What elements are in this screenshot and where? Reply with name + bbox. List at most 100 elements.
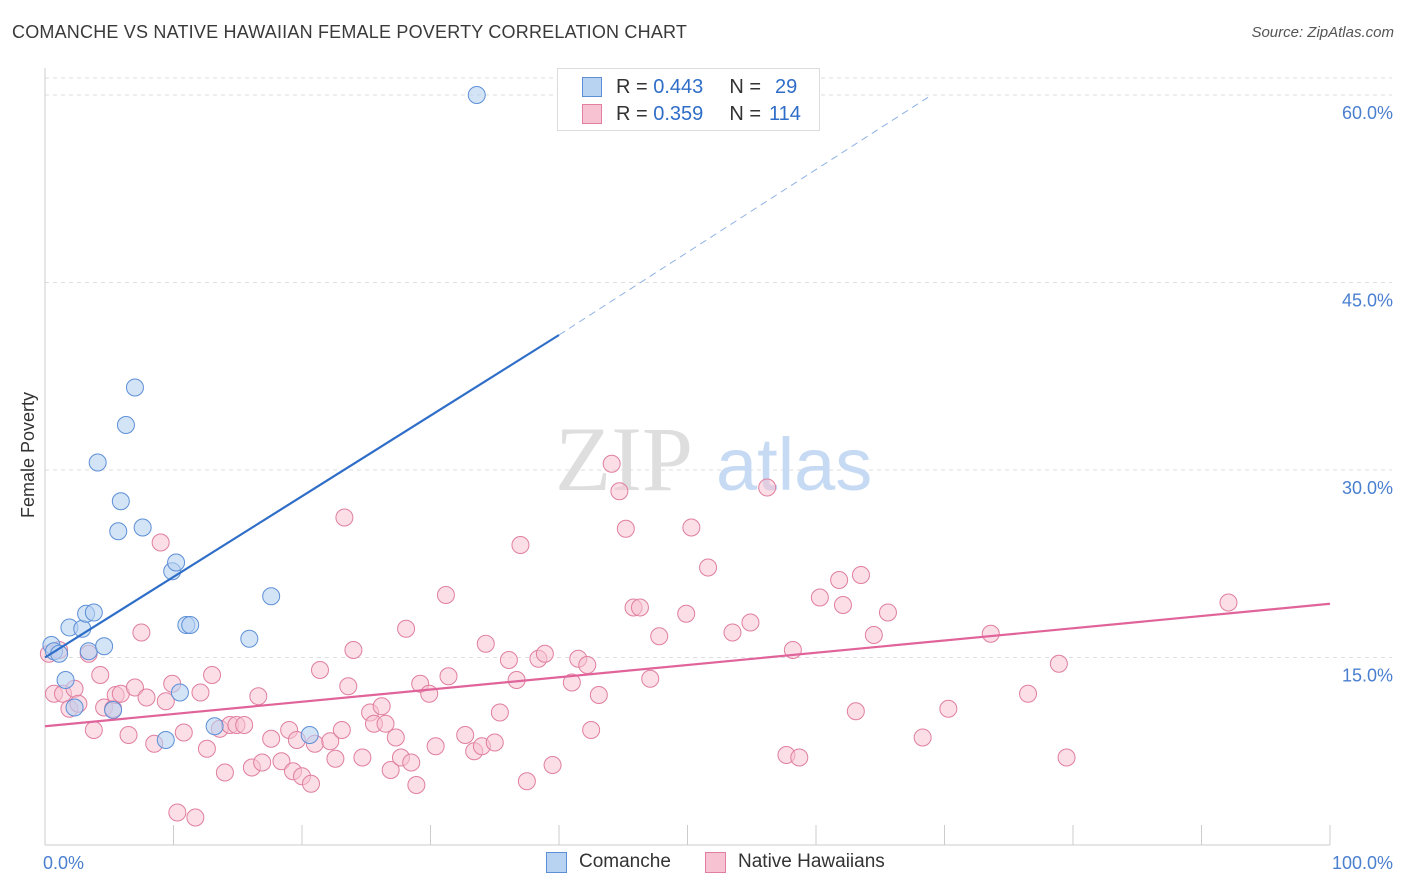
hawaiian-point bbox=[913, 728, 932, 747]
hawaiian-point bbox=[1019, 684, 1038, 703]
axis-ticks: 15.0% 30.0% 45.0% 60.0% 0.0% 100.0% bbox=[43, 103, 1393, 873]
hawaiian-point bbox=[84, 721, 103, 739]
legend-n-label: N = bbox=[729, 75, 761, 98]
hawaiian-point bbox=[562, 673, 581, 692]
hawaiian-point bbox=[582, 721, 601, 739]
hawaiian-point bbox=[321, 732, 340, 751]
comanche-point bbox=[104, 701, 123, 719]
hawaiian-point bbox=[864, 626, 883, 644]
comanche-point bbox=[300, 726, 319, 744]
hawaiian-point bbox=[91, 666, 110, 684]
y-tick-label: 60.0% bbox=[1342, 103, 1393, 123]
hawaiian-point bbox=[402, 753, 421, 772]
comanche-point bbox=[467, 86, 486, 104]
hawaiian-point bbox=[186, 808, 205, 827]
hawaiian-point bbox=[132, 623, 151, 642]
comanche-point bbox=[240, 629, 259, 648]
y-tick-label: 45.0% bbox=[1342, 291, 1393, 311]
hawaiian-point bbox=[790, 748, 809, 767]
hawaiian-point bbox=[699, 558, 718, 577]
comanche-point bbox=[56, 671, 75, 689]
hawaiian-point bbox=[543, 756, 562, 774]
hawaiian-point bbox=[420, 684, 439, 703]
legend: R = 0.443 N = 29 R = 0.359 N = 114 bbox=[557, 68, 820, 131]
hawaiian-point bbox=[630, 598, 649, 617]
hawaiian-point bbox=[168, 803, 187, 822]
hawaiian-point bbox=[499, 651, 518, 669]
hawaiian-point bbox=[456, 726, 475, 744]
hawaiian-point bbox=[376, 714, 395, 733]
comanche-trend-line bbox=[44, 334, 560, 659]
hawaiian-point bbox=[335, 508, 354, 527]
chart-title: COMANCHE VS NATIVE HAWAIIAN FEMALE POVER… bbox=[12, 22, 688, 42]
comanche-point bbox=[84, 603, 103, 622]
hawaiian-point bbox=[833, 596, 852, 614]
hawaiian-point bbox=[535, 644, 554, 663]
hawaiian-point bbox=[517, 772, 536, 791]
comanche-points bbox=[42, 86, 486, 749]
y-axis-label: Female Poverty bbox=[18, 392, 38, 518]
legend-row-comanche: R = 0.443 N = 29 bbox=[582, 74, 797, 100]
hawaiian-point bbox=[939, 699, 958, 718]
hawaiian-points bbox=[39, 454, 1238, 827]
y-tick-label: 15.0% bbox=[1342, 666, 1393, 686]
comanche-point bbox=[95, 637, 114, 656]
bottom-legend-label: Comanche bbox=[579, 851, 671, 872]
x-tick-label: 0.0% bbox=[43, 853, 84, 873]
hawaiian-point bbox=[137, 688, 156, 707]
hawaiian-point bbox=[326, 749, 345, 768]
hawaiian-point bbox=[1049, 654, 1068, 673]
hawaiian-point bbox=[616, 519, 635, 538]
comanche-point bbox=[65, 698, 84, 717]
comanche-point bbox=[116, 416, 135, 434]
hawaiian-point bbox=[1057, 748, 1076, 767]
hawaiian-point bbox=[602, 454, 621, 473]
hawaiian-point bbox=[262, 729, 281, 748]
comanche-point bbox=[111, 492, 130, 511]
hawaiian-point bbox=[119, 726, 138, 744]
legend-swatch-hawaiian bbox=[582, 104, 602, 124]
hawaiian-point bbox=[339, 677, 358, 696]
comanche-point bbox=[133, 518, 152, 537]
hawaiian-point bbox=[476, 634, 495, 653]
hawaiian-point bbox=[426, 737, 445, 756]
comanche-point bbox=[109, 522, 128, 541]
hawaiian-point bbox=[156, 692, 175, 711]
hawaiian-point bbox=[578, 656, 597, 674]
hawaiian-point bbox=[332, 721, 351, 739]
hawaiian-point bbox=[610, 482, 629, 501]
hawaiian-point bbox=[758, 478, 777, 497]
hawaiian-point bbox=[372, 697, 391, 716]
hawaiian-point bbox=[272, 752, 291, 771]
comanche-point bbox=[205, 717, 224, 736]
hawaiian-point bbox=[249, 687, 268, 706]
hawaiian-point bbox=[439, 667, 458, 686]
legend-r-value: 0.359 bbox=[653, 102, 704, 125]
hawaiian-point bbox=[589, 686, 608, 704]
hawaiian-point bbox=[851, 566, 870, 584]
legend-n-label: N = bbox=[729, 102, 761, 125]
hawaiian-point bbox=[215, 763, 234, 782]
legend-swatch-comanche bbox=[582, 77, 602, 97]
hawaiian-trend-line bbox=[44, 602, 1331, 728]
hawaiian-point bbox=[253, 753, 272, 772]
hawaiian-point bbox=[682, 518, 701, 537]
hawaiian-point bbox=[981, 624, 1000, 643]
hawaiian-point bbox=[650, 627, 669, 646]
hawaiian-point bbox=[1219, 593, 1238, 612]
legend-r-label: R = bbox=[616, 75, 648, 98]
hawaiian-point bbox=[151, 533, 170, 552]
hawaiian-point bbox=[723, 623, 742, 642]
bottom-swatch-comanche bbox=[546, 851, 567, 873]
hawaiian-point bbox=[641, 669, 660, 688]
comanche-point bbox=[262, 587, 281, 606]
legend-r-label: R = bbox=[616, 102, 648, 125]
hawaiian-point bbox=[490, 703, 509, 722]
hawaiian-point bbox=[397, 619, 416, 638]
hawaiian-point bbox=[301, 774, 320, 793]
source-credit: Source: ZipAtlas.com bbox=[1251, 24, 1394, 41]
hawaiian-point bbox=[235, 716, 254, 734]
legend-n-value: 29 bbox=[775, 75, 798, 98]
hawaiian-point bbox=[191, 683, 210, 702]
